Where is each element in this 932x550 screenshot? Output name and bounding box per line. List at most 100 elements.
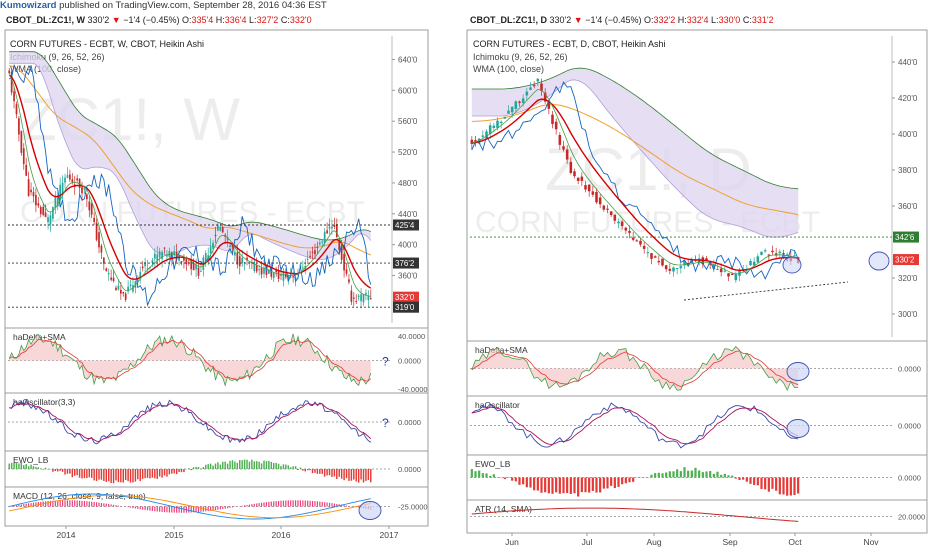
candle-body	[587, 184, 591, 192]
price-tick-label: 320'0	[898, 274, 918, 283]
right-indicator-panes: haDelta+SMA 0.0000 haOscillator 0.0000 EWO_L…	[467, 340, 927, 522]
candle-body	[492, 125, 496, 129]
pane-tick-label: 0.0000	[898, 365, 921, 374]
candle-body	[132, 285, 134, 292]
price-tick-label: 480'0	[398, 179, 418, 188]
right-chart[interactable]: ZC1!, D CORN FUTURES - ECBT CORN FUTURES…	[466, 29, 928, 547]
candle-body	[311, 251, 314, 253]
candle-body	[204, 252, 207, 263]
time-tick-label: 2016	[272, 530, 291, 540]
time-tick-label: Jul	[582, 537, 593, 547]
price-tick-label: 400'0	[898, 130, 918, 139]
candle-body	[88, 201, 91, 211]
price-tick-label: 560'0	[398, 117, 418, 126]
left-price-plot	[8, 51, 392, 309]
level-tag	[393, 219, 419, 231]
price-highlight-circle	[782, 256, 802, 274]
candle-body	[352, 297, 355, 299]
price-tick-label: 600'0	[398, 86, 418, 95]
candle-body	[569, 161, 573, 173]
tenkan-line	[471, 88, 799, 275]
candle-body	[613, 214, 617, 221]
pane-label: ATR (14, SMA)	[475, 504, 532, 514]
level-tag-label: 342'6	[895, 233, 915, 242]
candle-body	[112, 277, 115, 281]
right-low: 330'0	[718, 15, 741, 25]
left-symbol[interactable]: CBOT_DL:ZC1!, W	[6, 15, 85, 25]
right-last: 330'2	[549, 15, 572, 25]
candle-body	[719, 268, 723, 273]
candle-body	[697, 258, 701, 264]
price-tick-label: 440'0	[398, 210, 418, 219]
candle-body	[32, 192, 35, 197]
right-chart-title: CORN FUTURES - ECBT, D, CBOT, Heikin Ash…	[473, 39, 666, 49]
left-symbol-bar: CBOT_DL:ZC1!, W 330'2 ▼ −1'4 (−0.45%) O:…	[6, 15, 312, 25]
candle-body	[323, 231, 326, 243]
level-tag-label: 332'0	[395, 293, 415, 302]
candle-body	[318, 242, 321, 245]
candle-body	[598, 197, 602, 205]
candle-body	[657, 260, 661, 263]
right-high: 332'4	[686, 15, 709, 25]
candle-body	[326, 230, 328, 234]
price-tick-label: 360'0	[898, 202, 918, 211]
candle-body	[127, 286, 129, 292]
support-trendline	[683, 281, 849, 301]
left-close: 332'0	[289, 15, 312, 25]
left-chart[interactable]: ZC1!, W CORN FUTURES - ECBT CORN FUTURES…	[4, 29, 429, 540]
pane-label: haOscillator	[475, 400, 520, 410]
candle-body	[606, 208, 609, 210]
level-tag	[893, 231, 919, 243]
pane-tick-label: 0.0000	[898, 422, 921, 431]
candle-body	[69, 174, 71, 180]
pane-label: MACD (12, 26, close, 9, false, true)	[13, 491, 146, 501]
delta-sma-line	[471, 350, 799, 388]
macd-signal-line	[9, 494, 371, 519]
candle-body	[258, 269, 261, 271]
right-symbol[interactable]: CBOT_DL:ZC1!, D	[470, 15, 547, 25]
level-tag-label: 425'4	[395, 221, 415, 230]
candle-body	[161, 251, 163, 259]
candle-body	[299, 264, 302, 267]
candle-body	[234, 251, 236, 256]
candle-body	[367, 296, 370, 301]
candle-body	[71, 179, 74, 183]
wma-line	[9, 65, 371, 256]
candle-body	[672, 267, 675, 272]
candle-body	[580, 176, 584, 181]
author-link[interactable]: Kumowizard	[0, 0, 57, 11]
candle-body	[301, 267, 304, 269]
candle-body	[190, 259, 193, 270]
candle-body	[39, 206, 42, 215]
candle-body	[217, 225, 219, 231]
candle-body	[730, 273, 734, 275]
candle-body	[238, 256, 241, 267]
candle-body	[521, 98, 525, 103]
candle-body	[532, 85, 536, 87]
candle-body	[18, 118, 20, 135]
candle-body	[156, 254, 159, 261]
left-low: 327'2	[256, 15, 279, 25]
pane-tick-label: 0.0000	[398, 465, 421, 474]
candle-body	[499, 121, 503, 124]
candle-body	[357, 295, 360, 297]
candle-body	[345, 269, 348, 274]
price-tick-label: 640'0	[398, 55, 418, 64]
candle-body	[153, 253, 156, 259]
time-tick-label: Jun	[505, 537, 519, 547]
tenkan-line	[8, 74, 371, 297]
oscillator-slow	[9, 402, 372, 443]
candle-body	[158, 251, 161, 258]
right-symbol-bar: CBOT_DL:ZC1!, D 330'2 ▼ −1'4 (−0.45%) O:…	[470, 15, 774, 25]
candle-body	[536, 78, 540, 82]
candle-body	[163, 247, 166, 249]
candle-body	[488, 125, 492, 134]
candle-body	[360, 294, 362, 302]
highlight-circle	[786, 362, 810, 381]
chikou-line	[471, 81, 799, 280]
candle-body	[355, 300, 358, 302]
candle-body	[620, 221, 624, 227]
candle-body	[631, 237, 635, 240]
right-wma-label: WMA (100, close)	[473, 64, 544, 74]
